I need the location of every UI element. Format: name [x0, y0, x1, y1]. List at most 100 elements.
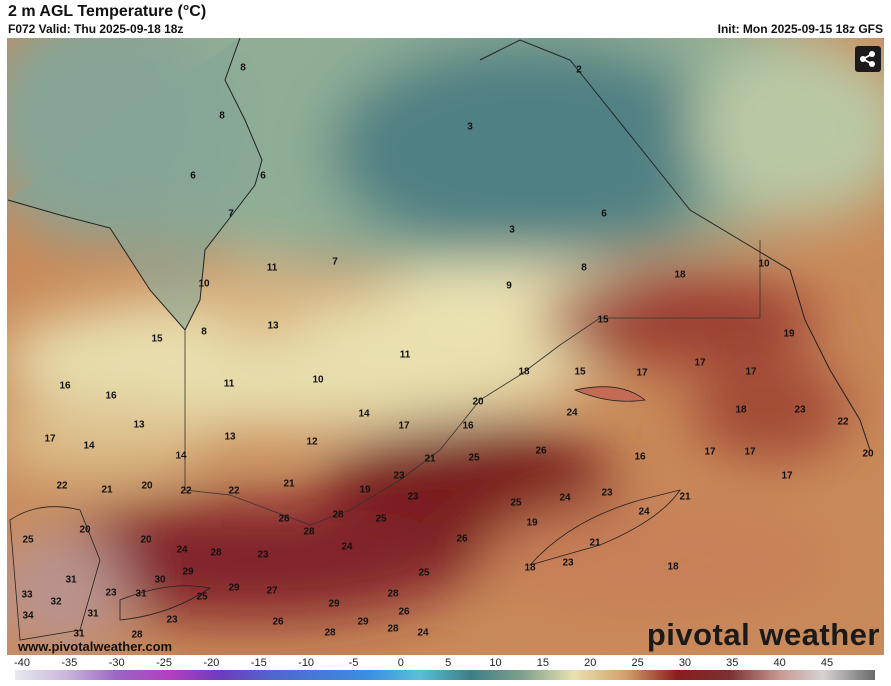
- share-button[interactable]: [855, 46, 881, 72]
- temp-label: 17: [781, 471, 793, 482]
- colorbar-tick-label: 35: [726, 657, 738, 669]
- temp-label: 22: [56, 481, 68, 492]
- temp-label: 9: [506, 281, 512, 292]
- temp-label: 23: [407, 492, 419, 503]
- colorbar-tick-label: -10: [298, 657, 314, 669]
- temp-label: 20: [79, 525, 91, 536]
- temp-label: 8: [240, 63, 246, 74]
- temp-label: 29: [228, 583, 240, 594]
- temp-label: 29: [357, 617, 369, 628]
- temp-label: 31: [87, 609, 99, 620]
- temp-label: 24: [176, 545, 188, 556]
- temp-label: 25: [510, 498, 522, 509]
- temp-label: 13: [133, 420, 145, 431]
- temp-label: 20: [141, 481, 153, 492]
- temp-label: 18: [524, 563, 536, 574]
- temp-label: 29: [328, 599, 340, 610]
- colorbar-tick-label: 40: [774, 657, 786, 669]
- temp-label: 31: [135, 589, 147, 600]
- init-time: Init: Mon 2025-09-15 18z GFS: [717, 22, 883, 36]
- temp-label: 11: [267, 263, 278, 274]
- temp-label: 17: [744, 447, 756, 458]
- map-title: 2 m AGL Temperature (°C): [8, 3, 207, 20]
- watermark: www.pivotalweather.com: [17, 639, 172, 654]
- temp-label: 3: [467, 122, 473, 133]
- temp-label: 7: [228, 209, 234, 220]
- colorbar-tick-label: -5: [349, 657, 359, 669]
- temp-label: 14: [358, 409, 370, 420]
- temp-label: 30: [154, 575, 166, 586]
- share-icon: [860, 51, 875, 67]
- temp-label: 25: [468, 453, 480, 464]
- temp-label: 26: [398, 607, 410, 618]
- temp-label: 25: [22, 535, 34, 546]
- temp-label: 23: [166, 615, 178, 626]
- colorbar-tick-label: 5: [445, 657, 451, 669]
- temp-label: 18: [518, 367, 530, 378]
- colorbar-tick-label: 45: [821, 657, 833, 669]
- temp-label: 21: [424, 454, 436, 465]
- colorbar-tick-label: -30: [109, 657, 125, 669]
- temp-label: 17: [704, 447, 716, 458]
- temp-label: 14: [175, 451, 187, 462]
- temp-label: 7: [332, 257, 338, 268]
- temp-label: 6: [260, 171, 266, 182]
- temp-label: 10: [198, 279, 210, 290]
- temp-label: 25: [375, 514, 387, 525]
- temp-label: 17: [694, 358, 706, 369]
- temp-label: 20: [862, 449, 874, 460]
- colorbar-tick-label: 20: [584, 657, 596, 669]
- temp-label: 21: [283, 479, 295, 490]
- temp-label: 24: [417, 628, 429, 639]
- temp-label: 19: [526, 518, 538, 529]
- temp-label: 8: [219, 111, 225, 122]
- temp-label: 28: [131, 630, 143, 641]
- temp-label: 21: [679, 492, 691, 503]
- temp-label: 10: [758, 259, 770, 270]
- temp-label: 31: [73, 629, 85, 640]
- temp-label: 24: [341, 542, 353, 553]
- temp-label: 15: [574, 367, 586, 378]
- temp-label: 26: [535, 446, 547, 457]
- colorbar-tick-label: -25: [156, 657, 172, 669]
- temp-label: 23: [601, 488, 613, 499]
- temp-label: 26: [456, 534, 468, 545]
- temp-label: 6: [190, 171, 196, 182]
- colorbar-tick-label: 25: [631, 657, 643, 669]
- valid-time: F072 Valid: Thu 2025-09-18 18z: [8, 22, 184, 36]
- temp-label: 16: [462, 421, 474, 432]
- temp-label: 16: [59, 381, 71, 392]
- temp-label: 24: [638, 507, 650, 518]
- temp-label: 21: [589, 538, 601, 549]
- temp-label: 3: [509, 225, 515, 236]
- temp-label: 20: [140, 535, 152, 546]
- colorbar-tick-label: 15: [537, 657, 549, 669]
- colorbar-tick-label: -15: [251, 657, 267, 669]
- temp-label: 8: [581, 263, 587, 274]
- temp-label: 19: [359, 485, 371, 496]
- temp-label: 34: [22, 611, 34, 622]
- temp-label: 10: [312, 375, 324, 386]
- temp-label: 17: [398, 421, 410, 432]
- temp-label: 15: [151, 334, 163, 345]
- temp-label: 12: [306, 437, 318, 448]
- colorbar-tick-label: -40: [14, 657, 30, 669]
- temp-label: 32: [50, 597, 62, 608]
- temp-label: 25: [418, 568, 430, 579]
- temp-label: 18: [735, 405, 747, 416]
- temp-label: 28: [332, 510, 344, 521]
- temp-label: 16: [634, 452, 646, 463]
- temp-label: 23: [562, 558, 574, 569]
- colorbar-tick-label: -20: [203, 657, 219, 669]
- temp-label: 19: [783, 329, 795, 340]
- temp-label: 17: [636, 368, 648, 379]
- temp-label: 24: [559, 493, 571, 504]
- temp-label: 33: [21, 590, 33, 601]
- temp-label: 28: [303, 527, 315, 538]
- colorbar-tick-label: -35: [61, 657, 77, 669]
- temp-label: 11: [224, 379, 235, 390]
- temp-label: 18: [667, 562, 679, 573]
- logo: pivotal weather: [647, 617, 880, 652]
